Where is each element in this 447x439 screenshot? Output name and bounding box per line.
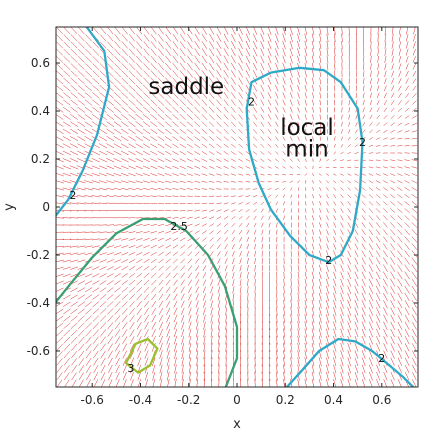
annotation-1: local (280, 115, 334, 141)
contour-labels: 2 2 2 2 2 2.5 3 (69, 95, 385, 374)
contour-label-6: 3 (127, 362, 134, 375)
y-tick-label: 0.2 (31, 152, 50, 166)
contour-line-2-5-3 (56, 217, 239, 387)
contour-label-5: 2.5 (170, 220, 188, 233)
contour-label-0: 2 (248, 95, 255, 108)
x-tick-label: -0.2 (177, 393, 200, 407)
y-tick-label: -0.2 (27, 248, 50, 262)
contour-lines (56, 27, 415, 387)
y-tick-label: 0 (42, 200, 50, 214)
x-tick-label: -0.6 (80, 393, 103, 407)
x-tick-label: 0.2 (276, 393, 295, 407)
contour-line-2-1 (245, 66, 364, 264)
y-axis-ticks: -0.6 -0.4 -0.2 0 0.2 0.4 0.6 (27, 56, 418, 358)
x-tick-label: 0.4 (324, 393, 343, 407)
x-axis-label: x (233, 417, 241, 432)
annotation-0: saddle (148, 74, 224, 100)
quiver-arrows (56, 27, 418, 387)
y-tick-label: -0.4 (27, 296, 50, 310)
x-tick-label: -0.4 (129, 393, 152, 407)
annotation-2: min (285, 137, 328, 163)
x-tick-label: 0.6 (372, 393, 391, 407)
contour-label-4: 2 (378, 352, 385, 365)
contour-line-2-2 (285, 337, 415, 387)
y-tick-label: -0.6 (27, 344, 50, 358)
y-axis-label: y (2, 203, 17, 211)
quiver-field (56, 27, 418, 387)
y-tick-label: 0.6 (31, 56, 50, 70)
contour-line-2-0 (56, 27, 111, 218)
x-axis-ticks: -0.6 -0.4 -0.2 0 0.2 0.4 0.6 (80, 27, 391, 407)
contour-label-2: 2 (325, 254, 332, 267)
contour-label-1: 2 (359, 136, 366, 149)
y-tick-label: 0.4 (31, 104, 50, 118)
contour-label-3: 2 (69, 189, 76, 202)
x-tick-label: 0 (233, 393, 241, 407)
contour-line-3-4 (124, 337, 159, 374)
